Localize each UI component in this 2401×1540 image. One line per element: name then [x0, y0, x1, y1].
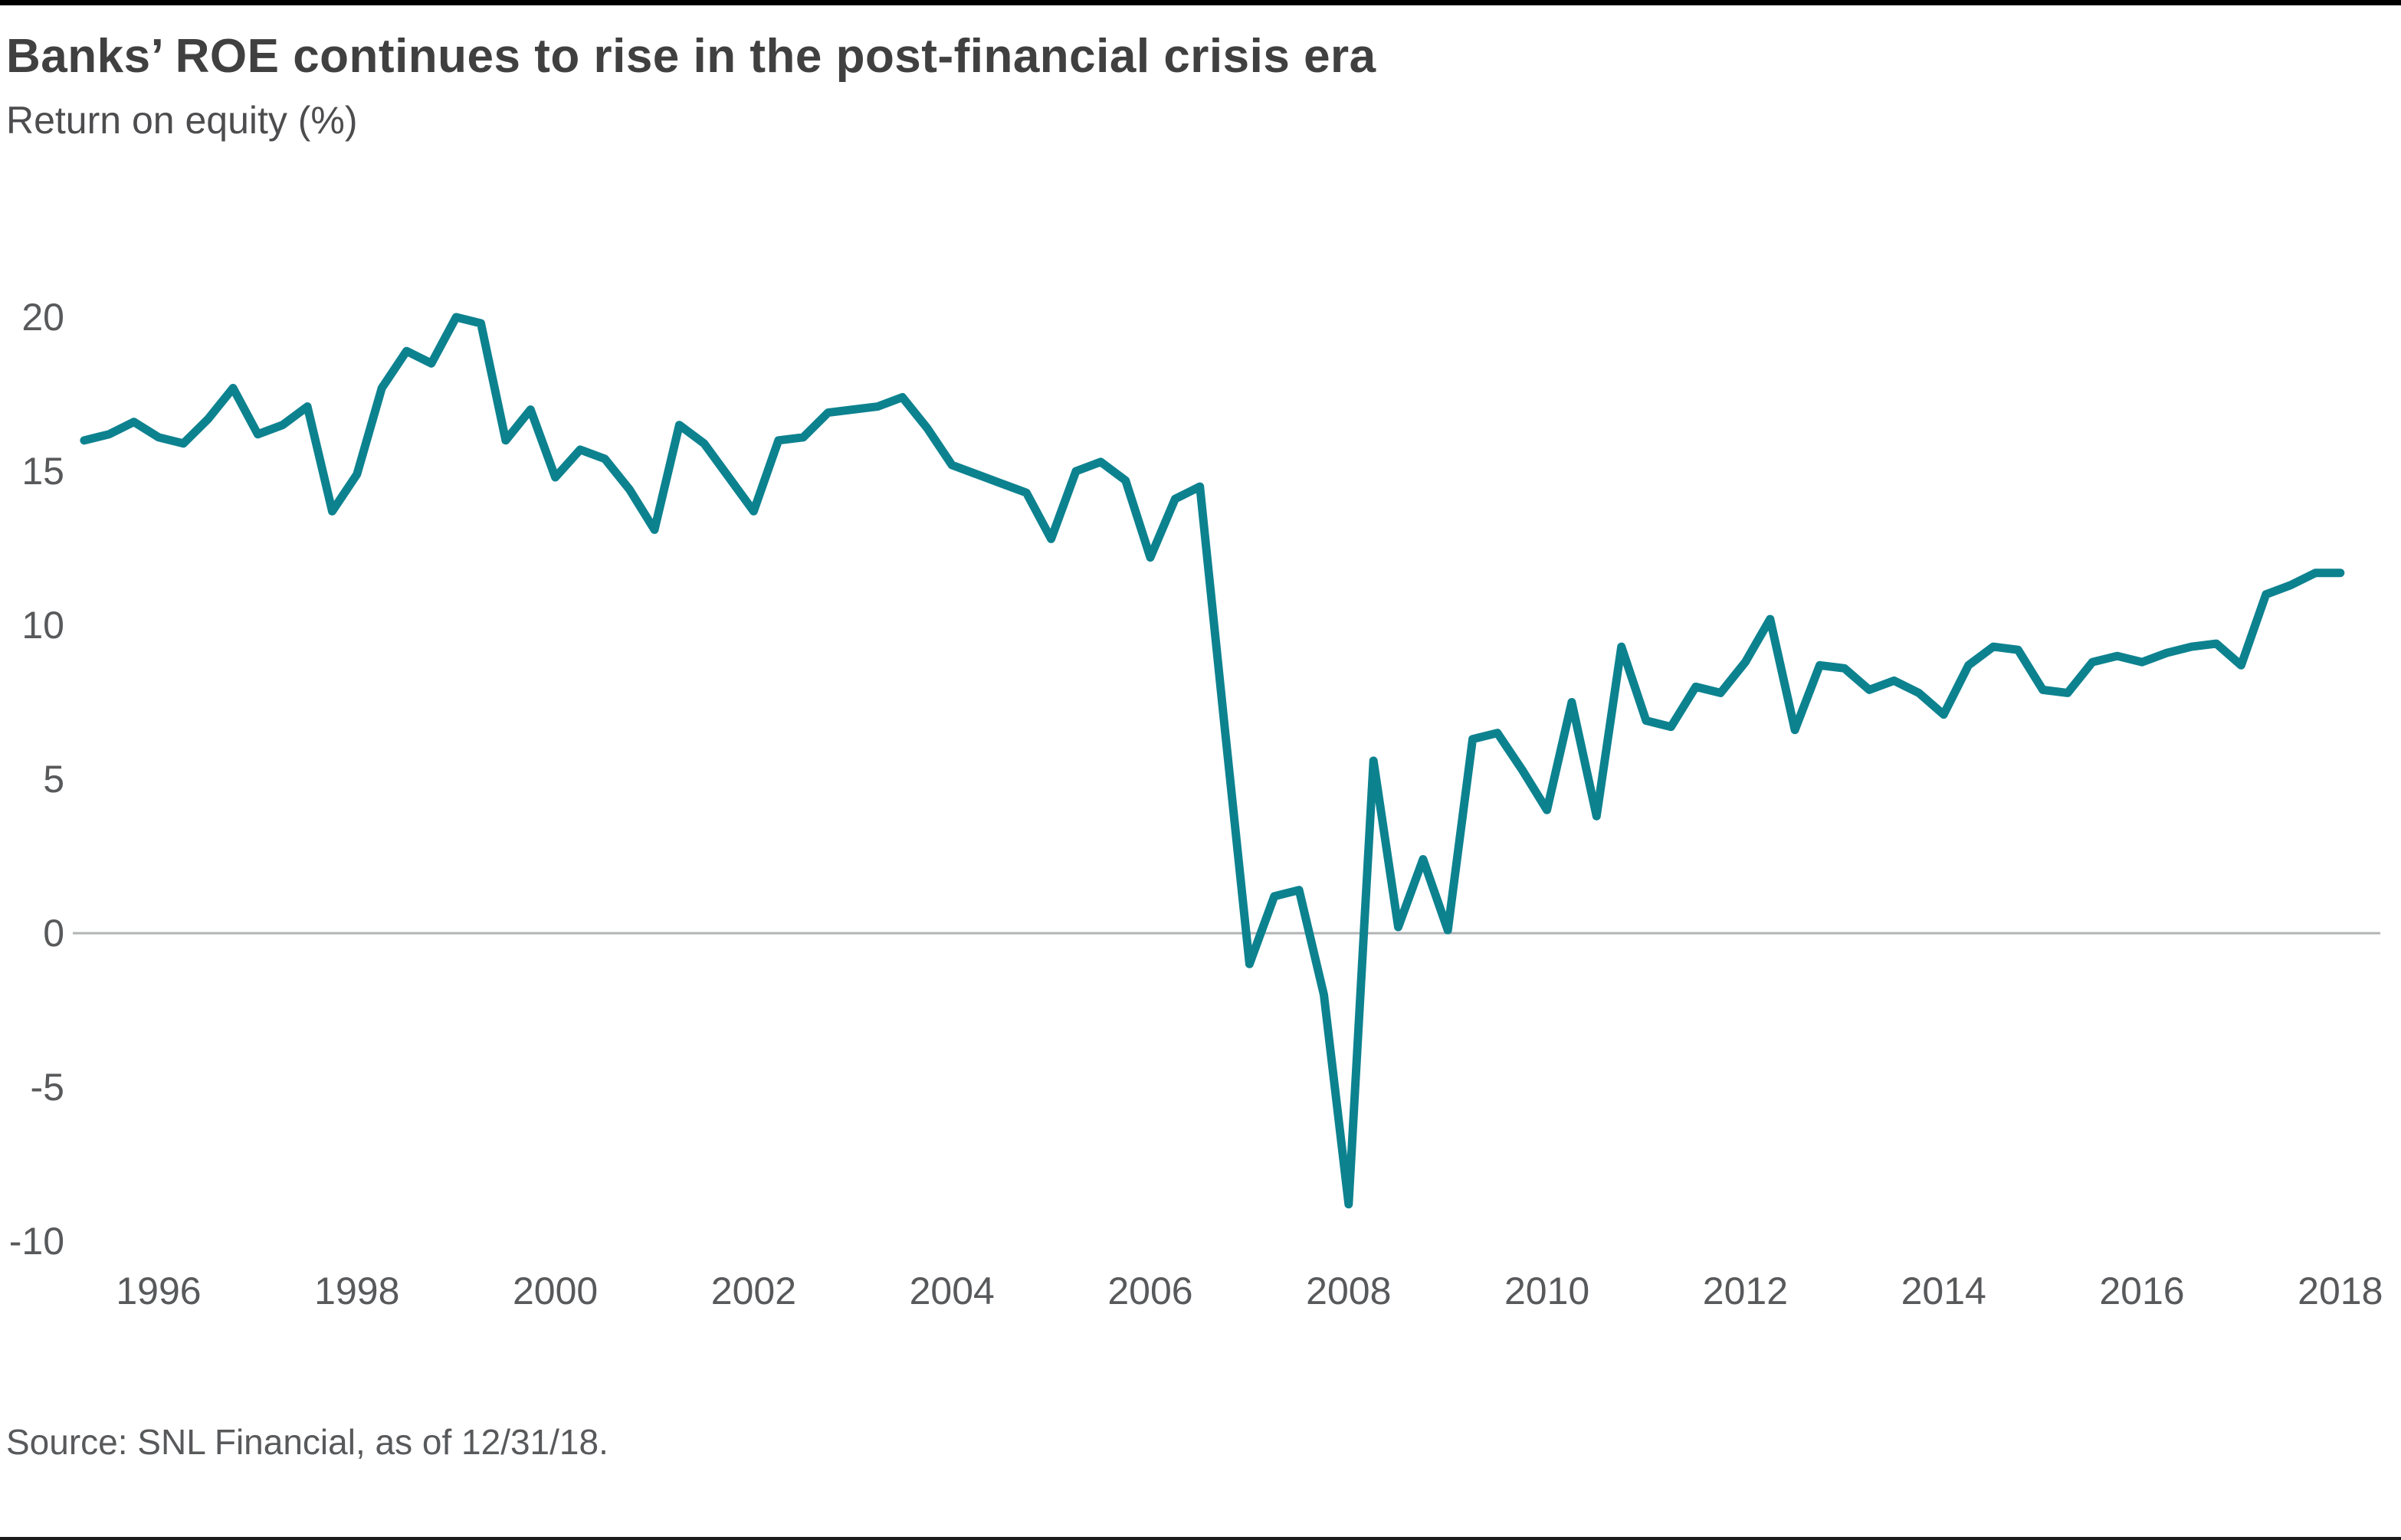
x-axis-tick-label: 2004	[910, 1270, 995, 1312]
x-axis-tick-label: 2002	[711, 1270, 796, 1312]
x-axis-tick-label: 2008	[1306, 1270, 1391, 1312]
y-axis-tick-label: 15	[21, 450, 64, 493]
y-axis-tick-label: 10	[21, 604, 64, 647]
x-axis-tick-label: 1996	[116, 1270, 201, 1312]
x-axis-tick-label: 2018	[2298, 1270, 2383, 1312]
x-axis-tick-label: 2006	[1107, 1270, 1192, 1312]
chart-subtitle-ylabel: Return on equity (%)	[6, 99, 358, 142]
y-axis-tick-labels: 20 15 10 5 0 -5 -10	[9, 296, 64, 1263]
y-axis-tick-label: -10	[9, 1220, 64, 1263]
x-axis-tick-label: 2012	[1703, 1270, 1788, 1312]
x-axis-tick-labels: 1996 1998 2000 2002 2004 2006 2008 2010 2012 2014…	[116, 1270, 2383, 1312]
y-axis-tick-label: 0	[43, 912, 64, 955]
chart-title: Banks’ ROE continues to rise in the post…	[6, 30, 1376, 83]
bottom-border-rule	[0, 1537, 2401, 1540]
y-axis-tick-label: -5	[31, 1066, 64, 1109]
x-axis-tick-label: 2000	[513, 1270, 598, 1312]
y-axis-tick-label: 20	[21, 296, 64, 339]
roe-series-line	[80, 313, 2345, 1209]
x-axis-tick-label: 2014	[1901, 1270, 1986, 1312]
source-note: Source: SNL Financial, as of 12/31/18.	[6, 1422, 608, 1462]
x-axis-tick-label: 2010	[1504, 1270, 1589, 1312]
x-axis-tick-label: 1998	[314, 1270, 399, 1312]
y-axis-tick-label: 5	[43, 758, 64, 801]
top-border-rule	[0, 0, 2401, 5]
x-axis-tick-label: 2016	[2099, 1270, 2184, 1312]
